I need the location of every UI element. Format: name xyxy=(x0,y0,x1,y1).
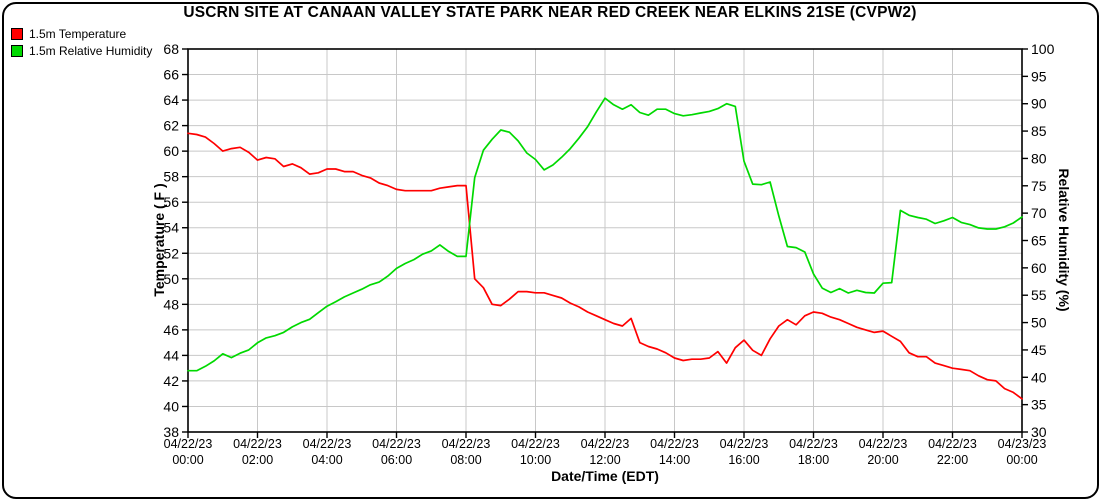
y-left-tick-label: 38 xyxy=(163,424,179,440)
temperature-swatch-icon xyxy=(11,27,23,40)
y-right-tick-label: 30 xyxy=(1031,424,1047,440)
y-left-tick-label: 40 xyxy=(163,398,179,414)
chart-title: USCRN SITE AT CANAAN VALLEY STATE PARK N… xyxy=(183,4,917,21)
x-tick-label-date: 04/22/23 xyxy=(789,437,838,451)
y-right-tick-label: 80 xyxy=(1031,150,1047,166)
y-left-tick-label: 58 xyxy=(163,169,179,185)
y-right-tick-label: 50 xyxy=(1031,315,1047,331)
x-tick-label-date: 04/22/23 xyxy=(372,437,421,451)
legend: 1.5m Temperature 1.5m Relative Humidity xyxy=(11,25,152,59)
x-tick-label-date: 04/22/23 xyxy=(442,437,491,451)
y-left-tick-label: 64 xyxy=(163,92,179,108)
y-right-tick-label: 35 xyxy=(1031,397,1047,413)
x-tick-label-time: 02:00 xyxy=(242,453,273,467)
x-tick-label-date: 04/22/23 xyxy=(859,437,908,451)
y-right-tick-label: 100 xyxy=(1031,41,1055,57)
x-tick-label-date: 04/22/23 xyxy=(928,437,977,451)
humidity-swatch-icon xyxy=(11,44,23,57)
y-right-tick-label: 90 xyxy=(1031,96,1047,112)
y-left-tick-label: 44 xyxy=(163,347,179,363)
temperature-line xyxy=(187,132,1023,400)
y-left-tick-label: 54 xyxy=(163,220,179,236)
x-tick-label-time: 18:00 xyxy=(798,453,829,467)
y-left-tick-label: 68 xyxy=(163,41,179,57)
y-left-tick-label: 56 xyxy=(163,194,179,210)
x-tick-label-date: 04/22/23 xyxy=(233,437,282,451)
x-tick-label-date: 04/22/23 xyxy=(650,437,699,451)
y-right-tick-label: 75 xyxy=(1031,178,1047,194)
legend-label-temperature: 1.5m Temperature xyxy=(29,26,127,41)
x-tick-label-date: 04/23/23 xyxy=(998,437,1047,451)
y-right-tick-label: 45 xyxy=(1031,342,1047,358)
legend-label-humidity: 1.5m Relative Humidity xyxy=(29,43,153,58)
y-right-tick-label: 55 xyxy=(1031,287,1047,303)
x-tick-label-time: 12:00 xyxy=(589,453,620,467)
x-tick-label-time: 20:00 xyxy=(867,453,898,467)
x-tick-label-time: 22:00 xyxy=(937,453,968,467)
x-axis-title: Date/Time (EDT) xyxy=(551,468,659,484)
y-right-tick-label: 65 xyxy=(1031,233,1047,249)
y-right-tick-label: 70 xyxy=(1031,205,1047,221)
y-left-tick-label: 52 xyxy=(163,245,179,261)
y-left-tick-label: 60 xyxy=(163,143,179,159)
y-left-tick-label: 66 xyxy=(163,67,179,83)
x-tick-label-time: 08:00 xyxy=(450,453,481,467)
y-left-tick-label: 62 xyxy=(163,118,179,134)
y-right-tick-label: 40 xyxy=(1031,369,1047,385)
x-tick-label-time: 04:00 xyxy=(311,453,342,467)
x-tick-label-date: 04/22/23 xyxy=(303,437,352,451)
y-left-tick-label: 48 xyxy=(163,296,179,312)
humidity-line xyxy=(187,97,1023,372)
x-tick-label-date: 04/22/23 xyxy=(720,437,769,451)
y-left-tick-label: 42 xyxy=(163,373,179,389)
y-left-tick-label: 50 xyxy=(163,271,179,287)
legend-item-humidity: 1.5m Relative Humidity xyxy=(11,42,152,59)
x-tick-label-date: 04/22/23 xyxy=(581,437,630,451)
y-right-tick-label: 85 xyxy=(1031,123,1047,139)
x-tick-label-time: 14:00 xyxy=(659,453,690,467)
legend-item-temperature: 1.5m Temperature xyxy=(11,25,152,42)
x-tick-label-date: 04/22/23 xyxy=(511,437,560,451)
x-tick-label-time: 06:00 xyxy=(381,453,412,467)
x-tick-label-time: 00:00 xyxy=(1006,453,1037,467)
x-tick-label-time: 16:00 xyxy=(728,453,759,467)
x-tick-label-time: 10:00 xyxy=(520,453,551,467)
y-right-tick-label: 95 xyxy=(1031,68,1047,84)
y-right-tick-label: 60 xyxy=(1031,260,1047,276)
y-left-tick-label: 46 xyxy=(163,322,179,338)
x-tick-label-date: 04/22/23 xyxy=(164,437,213,451)
x-tick-label-time: 00:00 xyxy=(172,453,203,467)
